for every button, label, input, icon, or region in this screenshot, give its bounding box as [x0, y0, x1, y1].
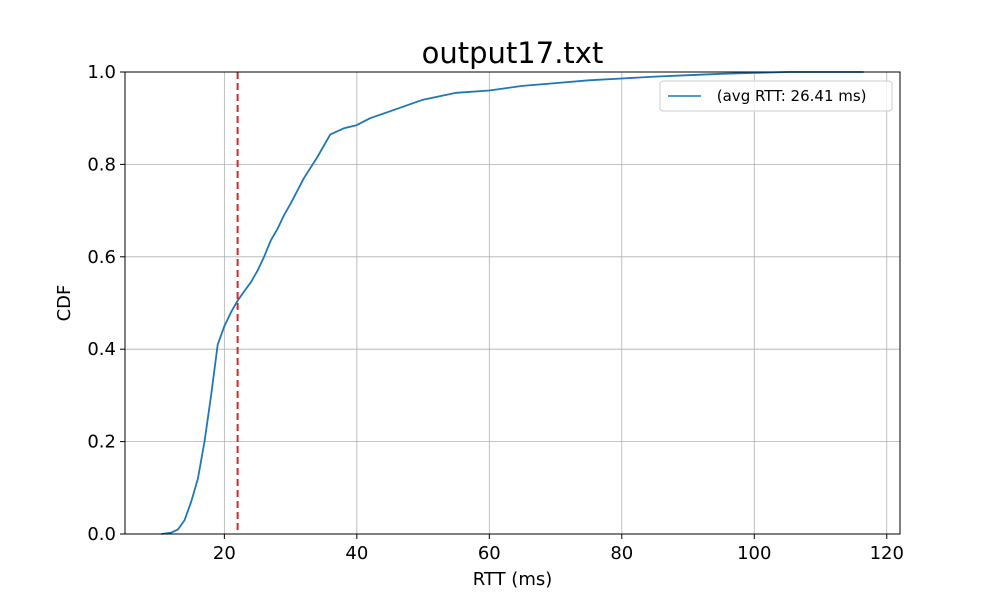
- x-tick-label: 100: [737, 543, 771, 564]
- plot-area: [161, 71, 864, 535]
- cdf-series-line: [161, 71, 864, 535]
- y-tick-label: 0.6: [87, 247, 116, 268]
- y-tick-label: 0.8: [87, 154, 116, 175]
- x-axis-label: RTT (ms): [473, 569, 553, 590]
- x-tick-label: 120: [870, 543, 904, 564]
- legend-label: (avg RTT: 26.41 ms): [712, 87, 867, 105]
- legend: (avg RTT: 26.41 ms): [659, 80, 893, 112]
- y-tick-label: 0.4: [87, 339, 116, 360]
- x-axis-ticks: 20 40 60 80 100 120: [213, 534, 904, 564]
- y-tick-label: 1.0: [87, 62, 116, 83]
- y-axis-ticks: 0.0 0.2 0.4 0.6 0.8 1.0: [87, 62, 125, 545]
- x-tick-label: 40: [345, 543, 368, 564]
- grid-lines: [125, 71, 900, 535]
- y-axis-label: CDF: [54, 285, 75, 322]
- x-tick-label: 20: [213, 543, 236, 564]
- x-tick-label: 80: [610, 543, 633, 564]
- x-tick-label: 60: [478, 543, 501, 564]
- y-tick-label: 0.2: [87, 432, 116, 453]
- legend-box: [659, 80, 893, 112]
- plot-frame: [124, 71, 901, 535]
- chart-title: output17.txt: [422, 36, 604, 70]
- y-tick-label: 0.0: [87, 524, 116, 545]
